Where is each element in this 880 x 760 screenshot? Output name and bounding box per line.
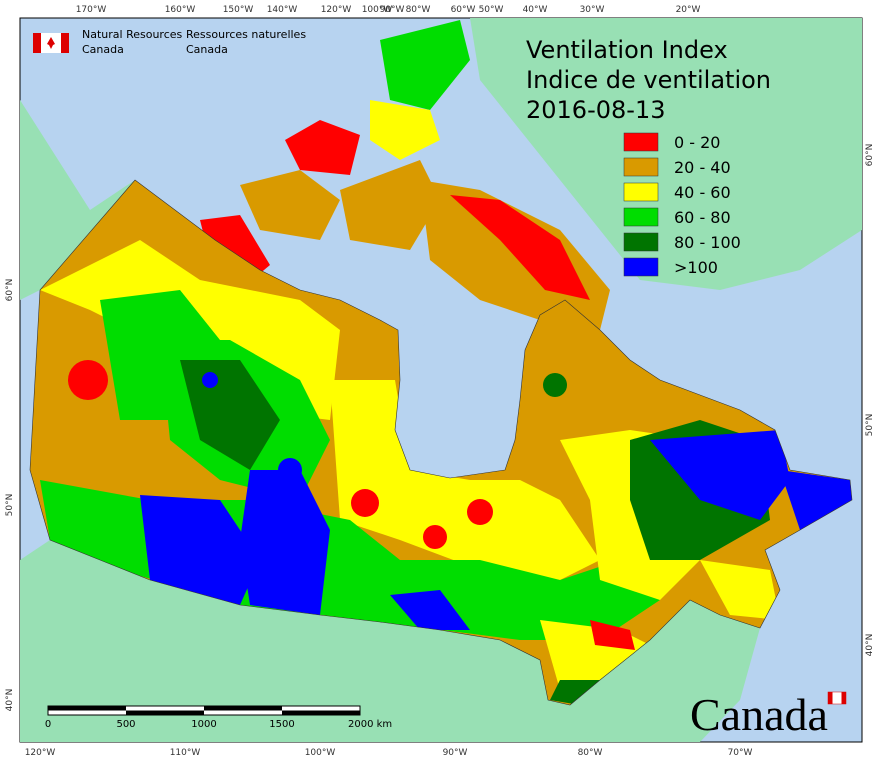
- lon-label-top: 140°W: [267, 5, 298, 15]
- greenland: [470, 18, 862, 290]
- scale-bar: 0 500 1000 1500 2000 km: [45, 705, 392, 730]
- scale-seg: [48, 706, 126, 711]
- lon-label-top: 60°W: [451, 5, 476, 15]
- axes: 170°W 160°W 150°W 140°W 120°W 100°W90°W 80°W 60…: [5, 5, 875, 758]
- wordmark-flag: [841, 692, 846, 704]
- zone: [700, 560, 780, 620]
- zone: [423, 525, 447, 549]
- date: 2016-08-13: [526, 96, 665, 124]
- zone: [278, 458, 302, 482]
- logo-fr: Ressources naturelles: [186, 28, 306, 41]
- legend-swatch: [623, 232, 659, 252]
- zone: [467, 499, 493, 525]
- flag-leaf: [47, 37, 55, 49]
- title: Indice de ventilation: [526, 66, 771, 94]
- lon-label-top: 40°W: [523, 5, 548, 15]
- zone: [370, 100, 440, 160]
- lon-label-bottom: 120°W: [25, 748, 56, 758]
- zone: [240, 470, 330, 615]
- scale-seg: [282, 710, 360, 715]
- legend-label: 60 - 80: [674, 208, 731, 227]
- lat-label-left: 50°N: [5, 494, 15, 517]
- scale-label: 1500: [269, 719, 294, 730]
- scale-label: 1000: [191, 719, 216, 730]
- logo: Natural Resources Canada Ressources natu…: [33, 28, 306, 56]
- lat-label-left: 60°N: [5, 279, 15, 302]
- scale-seg: [126, 710, 204, 715]
- legend-swatch: [623, 257, 659, 277]
- lon-label-top: 150°W: [223, 5, 254, 15]
- logo-en: Natural Resources: [82, 28, 183, 41]
- logo-en: Canada: [82, 43, 124, 56]
- zone: [650, 430, 790, 520]
- lon-label-bottom: 90°W: [443, 748, 468, 758]
- scale-label: 0: [45, 719, 51, 730]
- legend-label: 40 - 60: [674, 183, 731, 202]
- zone: [68, 360, 108, 400]
- zone: [351, 489, 379, 517]
- lon-label-top: 100°W: [362, 5, 393, 15]
- legend-swatch: [623, 182, 659, 202]
- arctic-islands: [200, 20, 610, 330]
- zone: [180, 360, 280, 470]
- lon-label-top: 50°W: [479, 5, 504, 15]
- lon-label-top: 80°W: [406, 5, 431, 15]
- zone: [380, 20, 470, 110]
- legend-label: 80 - 100: [674, 233, 741, 252]
- zone: [340, 160, 440, 250]
- legend-swatch: [623, 157, 659, 177]
- lon-label-bottom: 110°W: [170, 748, 201, 758]
- zone: [240, 170, 340, 240]
- flag-bar: [61, 33, 69, 53]
- scale-label: 2000 km: [348, 719, 392, 730]
- usa: [20, 540, 760, 742]
- lat-label-left: 40°N: [5, 689, 15, 712]
- lon-label-bottom: 100°W: [305, 748, 336, 758]
- zone: [590, 620, 635, 650]
- lon-label-top: 170°W: [76, 5, 107, 15]
- legend-label: 20 - 40: [674, 158, 731, 177]
- zone: [780, 470, 852, 530]
- zone: [543, 373, 567, 397]
- zone: [202, 372, 218, 388]
- legend-swatch: [623, 132, 659, 152]
- title: Ventilation Index: [526, 36, 728, 64]
- lon-label-top: 160°W: [165, 5, 196, 15]
- lon-label-top: 30°W: [580, 5, 605, 15]
- scale-seg: [204, 706, 282, 711]
- lat-label-right: 60°N: [865, 144, 875, 167]
- lat-label-right: 40°N: [865, 634, 875, 657]
- zone: [390, 590, 470, 630]
- lon-label-top: 90°W: [380, 5, 405, 15]
- hudson-bay: [395, 320, 525, 478]
- lon-label-top: 20°W: [676, 5, 701, 15]
- zone: [285, 120, 360, 175]
- zone: [450, 195, 590, 300]
- legend-label: 0 - 20: [674, 133, 720, 152]
- alaska: [20, 100, 135, 300]
- flag-bar: [33, 33, 41, 53]
- lon-label-top: 120°W: [321, 5, 352, 15]
- wordmark-flag: [828, 692, 833, 704]
- zone: [550, 680, 600, 705]
- lon-label-bottom: 80°W: [578, 748, 603, 758]
- lat-label-right: 50°N: [865, 414, 875, 437]
- lon-label-bottom: 70°W: [728, 748, 753, 758]
- zone: [140, 495, 260, 605]
- scale-label: 500: [116, 719, 135, 730]
- logo-fr: Canada: [186, 43, 228, 56]
- legend: 0 - 20 20 - 40 40 - 60 60 - 80 80 - 100 >100: [623, 132, 741, 277]
- wordmark: Canada: [690, 689, 828, 740]
- legend-swatch: [623, 207, 659, 227]
- legend-label: >100: [674, 258, 718, 277]
